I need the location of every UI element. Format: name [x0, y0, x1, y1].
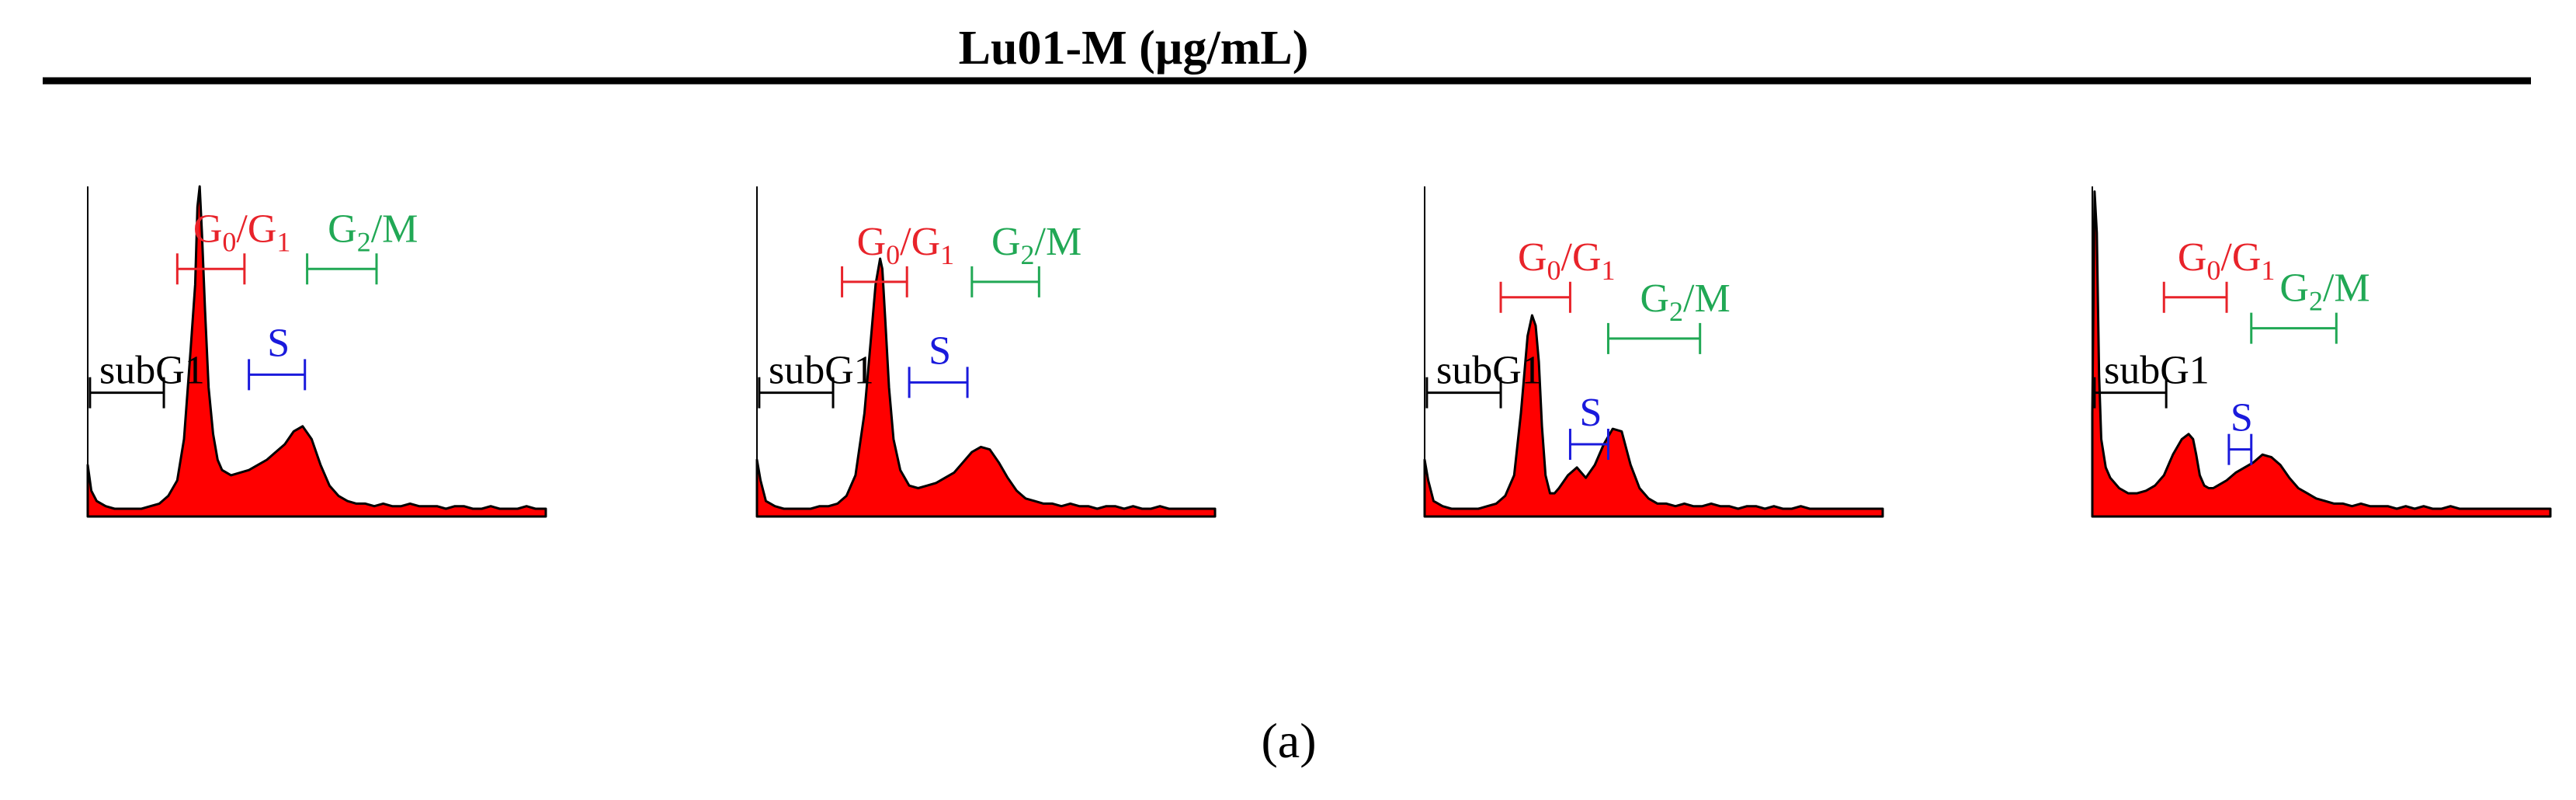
gate-label: S	[929, 329, 951, 373]
panel-3: subG1 S G2/MG0/G1	[2091, 186, 2552, 518]
gate-label: G2/M	[328, 207, 418, 257]
gate-label: S	[267, 321, 290, 365]
gate-label: G2/M	[1640, 277, 1730, 327]
gate-subg1: subG1	[1425, 349, 1542, 409]
gate-g0-g1: G0/G1	[1499, 235, 1616, 313]
gate-g2-m: G2/M	[1606, 277, 1731, 354]
gate-label: subG1	[769, 349, 874, 393]
panel-2: subG1 S G2/M G0/G1	[1423, 186, 1884, 518]
gate-s: S	[1568, 391, 1609, 461]
histogram-area	[2091, 190, 2552, 518]
gate-label: G0/G1	[2178, 235, 2276, 286]
gate-g0-g1: G0/G1	[841, 220, 955, 297]
gate-subg1: subG1	[89, 349, 205, 409]
gate-label: G0/G1	[1518, 235, 1616, 286]
gate-subg1: subG1	[758, 349, 874, 409]
gate-label: S	[2231, 396, 2253, 440]
gate-s: S	[2227, 396, 2253, 465]
panel-1: subG1 S G2/M G0/G1	[755, 186, 1217, 518]
gate-label: G2/M	[2279, 266, 2369, 317]
gate-subg1: subG1	[2093, 349, 2210, 409]
gate-label: S	[1579, 391, 1602, 435]
gate-label: subG1	[1436, 349, 1542, 393]
gate-s: S	[908, 329, 969, 398]
gate-label: G0/G1	[857, 220, 955, 270]
panel-0: subG1 S G2/M G0/G1	[86, 185, 547, 518]
gate-label: subG1	[99, 349, 205, 393]
histogram-area	[1423, 314, 1884, 518]
gate-label: G2/M	[991, 220, 1081, 270]
figure-caption: (a)	[1261, 713, 1316, 768]
gate-g0-g1: G0/G1	[175, 207, 291, 285]
gate-g2-m: G2/M	[2250, 266, 2370, 344]
gate-g2-m: G2/M	[970, 220, 1081, 297]
gate-label: subG1	[2104, 349, 2210, 393]
gate-g0-g1: G0/G1	[2162, 235, 2276, 313]
gate-label: G0/G1	[193, 207, 291, 257]
figure-title: Lu01-M (µg/mL)	[959, 22, 1309, 75]
gate-s: S	[248, 321, 307, 391]
histogram-area	[755, 257, 1217, 518]
gate-g2-m: G2/M	[306, 207, 418, 285]
